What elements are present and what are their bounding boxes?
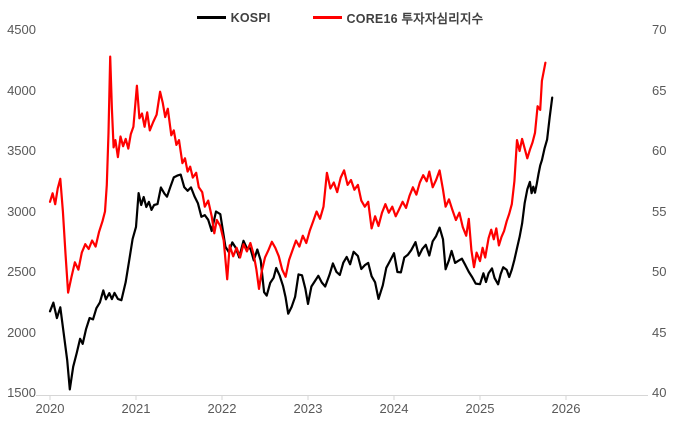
legend-label-core16: CORE16 투자자심리지수 [346, 12, 484, 26]
y-right-tick-label: 65 [652, 82, 667, 98]
y-left-tick-label: 3500 [7, 143, 36, 158]
legend-item-core16[interactable]: CORE16 투자자심리지수 [312, 8, 484, 27]
y-left-tick-label: 4000 [7, 82, 36, 98]
y-right-tick-label: 70 [652, 22, 667, 37]
x-tick-label: 2025 [465, 401, 495, 416]
y-right-tick-label: 50 [652, 264, 667, 279]
legend: KOSPI CORE16 투자자심리지수 [0, 8, 680, 27]
y-left-tick-label: 4500 [7, 22, 36, 37]
x-tick-label: 2023 [293, 401, 323, 416]
y-right-tick-label: 45 [652, 324, 667, 340]
x-tick-label: 2026 [551, 401, 581, 416]
core16-line-swatch-icon [312, 16, 342, 19]
y-right-tick-label: 40 [652, 385, 667, 400]
legend-label-kospi: KOSPI [230, 10, 271, 25]
y-left-tick-label: 1500 [7, 385, 36, 400]
core16-series-line[interactable] [48, 55, 547, 294]
x-tick-label: 2024 [379, 401, 409, 416]
y-left-tick-label: 2500 [7, 264, 36, 279]
y-right-tick-label: 55 [652, 203, 667, 219]
y-left-tick-label: 2000 [7, 324, 36, 340]
kospi-line-swatch-icon [196, 16, 226, 19]
kospi-series-line[interactable] [48, 96, 554, 391]
x-tick-label: 2020 [35, 401, 65, 416]
x-tick-label: 2022 [207, 401, 237, 416]
legend-item-kospi[interactable]: KOSPI [196, 10, 271, 25]
x-tick-label: 2021 [121, 401, 151, 416]
y-left-tick-label: 3000 [7, 203, 36, 219]
y-right-tick-label: 60 [652, 143, 667, 158]
